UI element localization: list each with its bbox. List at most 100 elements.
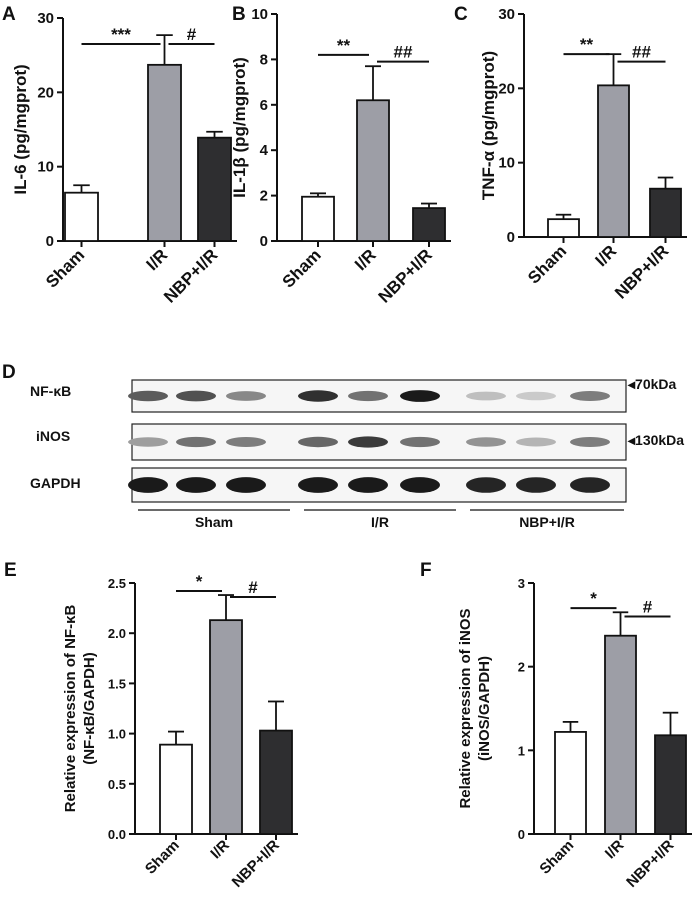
y-tick-label: 2 xyxy=(260,188,268,205)
bar xyxy=(412,207,446,242)
blot-band xyxy=(128,390,168,402)
y-tick-label: 1.5 xyxy=(108,676,126,691)
blot-band xyxy=(128,477,168,493)
y-tick-label: 0 xyxy=(507,229,515,246)
blot-band xyxy=(298,436,338,448)
y-tick-label: 2 xyxy=(518,660,525,675)
panel-letter-c: C xyxy=(454,4,468,25)
y-tick-label: 10 xyxy=(251,6,268,23)
y-tick-label: 10 xyxy=(37,159,54,176)
significance-label: * xyxy=(590,589,597,608)
group-label-sham: Sham xyxy=(195,514,233,530)
bar xyxy=(209,619,243,835)
category-label: Sham xyxy=(142,837,183,878)
bar xyxy=(554,731,587,835)
bar xyxy=(356,99,390,242)
y-tick-label: 0 xyxy=(518,827,525,842)
y-tick-label: 0 xyxy=(46,233,54,250)
blot-band xyxy=(516,437,556,447)
significance-label: * xyxy=(196,572,203,591)
blot-band xyxy=(348,390,388,402)
blot-band xyxy=(570,477,610,493)
bar xyxy=(147,63,182,242)
y-axis-label: TNF-α (pg/mgprot) xyxy=(479,51,498,200)
significance-label: ** xyxy=(580,35,594,54)
blot-band xyxy=(516,391,556,401)
y-tick-label: 0 xyxy=(260,233,268,250)
significance-label: # xyxy=(187,25,197,44)
y-tick-label: 8 xyxy=(260,51,268,68)
blot-marker-70kda: ◂70kDa xyxy=(627,376,676,392)
y-tick-label: 0.5 xyxy=(108,777,126,792)
bar xyxy=(301,195,335,242)
blot-band xyxy=(176,477,216,493)
category-label: NBP+I/R xyxy=(623,837,677,891)
bar xyxy=(597,84,630,238)
y-axis-label: Relative expression of NF-κB xyxy=(62,605,79,813)
group-label-ir: I/R xyxy=(371,514,389,530)
bar xyxy=(159,743,193,835)
y-axis-label: (NF-κB/GAPDH) xyxy=(81,652,98,765)
blot-band xyxy=(400,477,440,493)
blot-label-gapdh: GAPDH xyxy=(30,475,81,491)
category-label: NBP+I/R xyxy=(611,241,672,302)
blot-band xyxy=(226,391,266,401)
blot-band xyxy=(400,436,440,448)
y-tick-label: 1 xyxy=(518,743,525,758)
group-label-nbp-ir: NBP+I/R xyxy=(519,514,575,530)
panel-letter-d: D xyxy=(2,362,16,383)
significance-label: # xyxy=(248,578,258,597)
blot-marker-130kda: ◂130kDa xyxy=(627,432,684,448)
blot-label-nfkb: NF-κB xyxy=(30,383,71,399)
category-label: I/R xyxy=(143,245,172,274)
significance-label: ## xyxy=(632,43,651,62)
western-blot: NF-κB iNOS GAPDH ◂70kDa ◂130kDa Sham I/R… xyxy=(30,376,684,530)
blot-band xyxy=(176,390,216,402)
panel-letter-e: E xyxy=(4,560,17,581)
y-axis-label: (iNOS/GAPDH) xyxy=(476,656,493,761)
chart-nfkb-relative: 0.0 0.5 1.0 1.5 2.0 2.5 Relative expression of… xyxy=(62,572,298,891)
blot-band xyxy=(466,391,506,401)
bar xyxy=(64,191,99,242)
blot-band xyxy=(176,436,216,448)
y-tick-label: 20 xyxy=(498,80,515,97)
y-axis-label: IL-6 (pg/mgprot) xyxy=(11,64,30,194)
blot-band xyxy=(226,477,266,493)
blot-band xyxy=(570,391,610,401)
category-label: Sham xyxy=(536,837,577,878)
y-tick-label: 30 xyxy=(37,10,54,27)
y-tick-label: 2.0 xyxy=(108,626,126,641)
blot-band xyxy=(466,437,506,447)
category-label: NBP+I/R xyxy=(375,245,436,306)
significance-label: ## xyxy=(394,43,413,62)
y-axis-label: Relative expression of iNOS xyxy=(457,608,474,808)
y-tick-label: 2.5 xyxy=(108,576,126,591)
category-label: I/R xyxy=(602,837,628,863)
significance-label: *** xyxy=(111,25,131,44)
y-axis-label: IL-1β (pg/mgprot) xyxy=(230,57,249,198)
bar xyxy=(654,734,687,835)
y-tick-label: 10 xyxy=(498,155,515,172)
category-label: Sham xyxy=(524,241,570,287)
blot-band xyxy=(298,390,338,402)
category-label: NBP+I/R xyxy=(229,837,283,891)
bar xyxy=(649,187,682,238)
category-label: I/R xyxy=(351,245,380,274)
y-tick-label: 0.0 xyxy=(108,827,126,842)
category-label: Sham xyxy=(42,245,88,291)
blot-band xyxy=(348,436,388,448)
chart-inos-relative: 0 1 2 3 Relative expression of iNOS (iNOS/GAP… xyxy=(457,576,692,891)
blot-label-inos: iNOS xyxy=(36,428,70,444)
panel-letter-b: B xyxy=(232,4,246,25)
category-label: I/R xyxy=(207,837,233,863)
blot-band xyxy=(400,390,440,402)
significance-label: ** xyxy=(337,36,351,55)
blot-band xyxy=(348,477,388,493)
bar xyxy=(547,218,580,238)
blot-band xyxy=(226,437,266,447)
blot-band xyxy=(298,477,338,493)
